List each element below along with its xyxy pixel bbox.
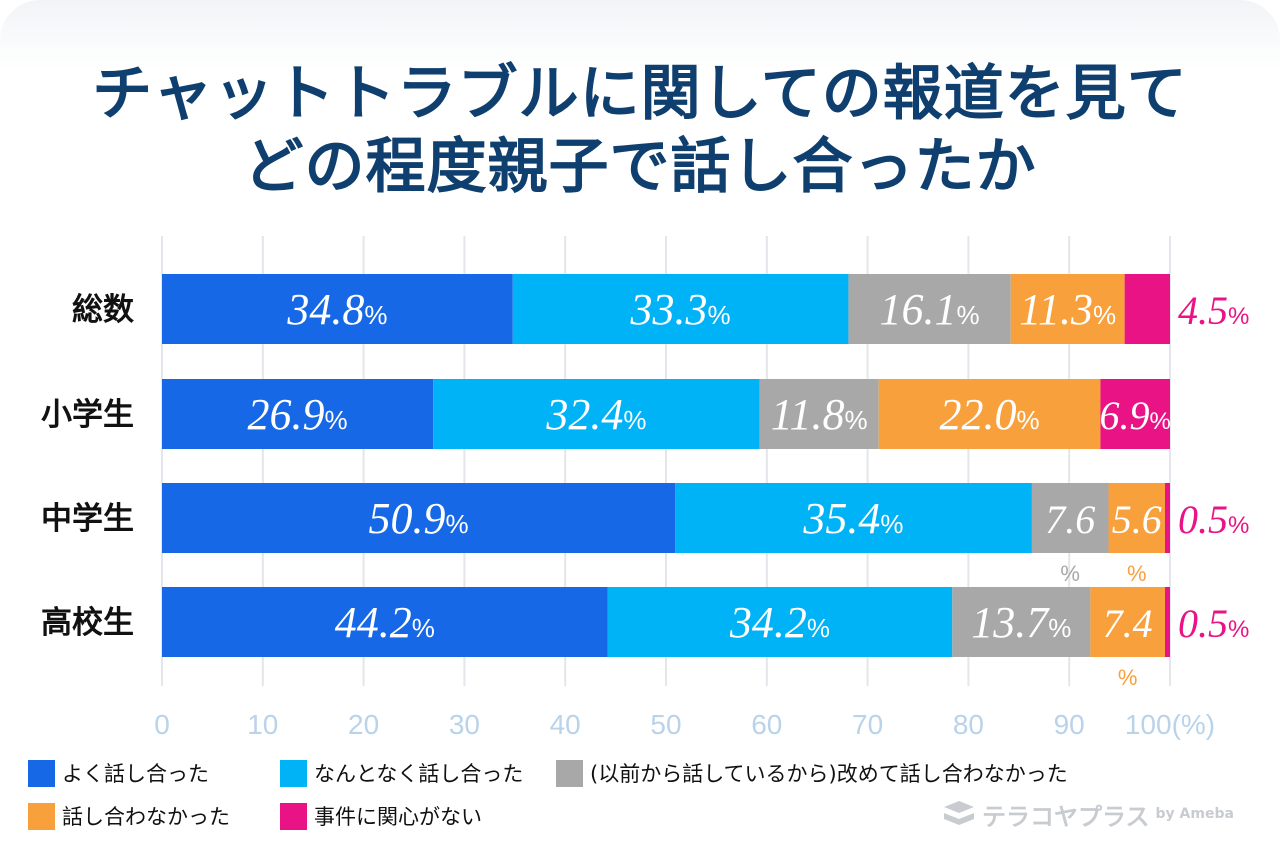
data-label-percent: % [1118, 665, 1138, 690]
bar-segment [1124, 274, 1170, 344]
bar-segment [162, 274, 513, 344]
x-tick-label: 60 [751, 709, 782, 740]
brand-logo-text: テラコヤプラス [982, 802, 1150, 831]
bar-segment [162, 587, 608, 657]
legend: よく話し合った なんとなく話し合った (以前から話しているから)改めて話し合わな… [28, 758, 1228, 838]
bar-segment [675, 483, 1032, 553]
legend-label: (以前から話しているから)改めて話し合わなかった [590, 762, 1068, 786]
bar-segment [1164, 483, 1170, 553]
bar-segment [1164, 587, 1170, 657]
category-label: 総数 [72, 292, 134, 328]
legend-label: よく話し合った [62, 762, 209, 786]
bar-segment [512, 274, 849, 344]
bar-segment [1090, 587, 1165, 657]
bar-segment [878, 379, 1101, 449]
bar-segment [759, 379, 879, 449]
legend-swatch [280, 802, 307, 830]
legend-label: 事件に関心がない [314, 805, 482, 829]
x-tick-label: 50 [650, 709, 681, 740]
x-tick-label: 70 [852, 709, 883, 740]
x-tick-label: 30 [449, 709, 480, 740]
legend-swatch [28, 802, 55, 830]
bar-segment [848, 274, 1011, 344]
bar-segment [433, 379, 760, 449]
bar-segment [1108, 483, 1165, 553]
brand-logo-sub: by Ameba [1155, 806, 1234, 822]
bar-segment [162, 379, 434, 449]
legend-swatch [556, 759, 583, 787]
data-label: 26.9% [248, 390, 348, 439]
data-label-percent: % [1060, 561, 1080, 586]
bar-segment [1031, 483, 1109, 553]
data-label: 44.2% [335, 598, 435, 647]
bar-segment [1100, 379, 1170, 449]
legend-label: 話し合わなかった [62, 805, 230, 829]
category-label: 小学生 [41, 397, 134, 433]
legend-label: なんとなく話し合った [314, 762, 524, 786]
data-label: 4.5% [1178, 288, 1249, 333]
x-tick-label: 0 [154, 709, 170, 740]
x-tick-label: 10 [247, 709, 278, 740]
x-tick-label: 100(%) [1125, 709, 1215, 740]
data-label: 0.5% [1178, 601, 1249, 646]
legend-item-no-interest: 事件に関心がない [280, 801, 482, 831]
bar-segment [952, 587, 1091, 657]
x-tick-label: 40 [550, 709, 581, 740]
chart-title-line-2: どの程度親子で話し合ったか [243, 132, 1037, 202]
legend-swatch [280, 759, 307, 787]
x-tick-label: 90 [1054, 709, 1085, 740]
category-label: 高校生 [41, 605, 134, 641]
data-label-percent: % [1127, 561, 1147, 586]
x-tick-label: 80 [953, 709, 984, 740]
brand-logo: テラコヤプラス by Ameba [940, 797, 1234, 831]
data-label: 5.6 [1112, 497, 1162, 542]
bar-segment [607, 587, 953, 657]
legend-item-often: よく話し合った [28, 758, 209, 788]
x-tick-label: 20 [348, 709, 379, 740]
data-label: 0.5% [1178, 497, 1249, 542]
data-label: 35.4% [802, 494, 903, 543]
data-label: 7.4 [1103, 601, 1153, 646]
legend-item-did-not: 話し合わなかった [28, 801, 230, 831]
legend-swatch [28, 759, 55, 787]
chart-title: チャットトラブルに関しての報道を見て どの程度親子で話し合ったか [0, 58, 1280, 204]
legend-item-somewhat: なんとなく話し合った [280, 758, 523, 788]
bar-segment [1010, 274, 1125, 344]
bar-segment [162, 483, 676, 553]
legend-item-not-again: (以前から話しているから)改めて話し合わなかった [556, 758, 1068, 788]
data-label: 7.6 [1045, 497, 1095, 542]
category-label: 中学生 [41, 501, 134, 537]
chart-title-line-1: チャットトラブルに関しての報道を見て [92, 59, 1188, 129]
book-icon [944, 801, 974, 825]
